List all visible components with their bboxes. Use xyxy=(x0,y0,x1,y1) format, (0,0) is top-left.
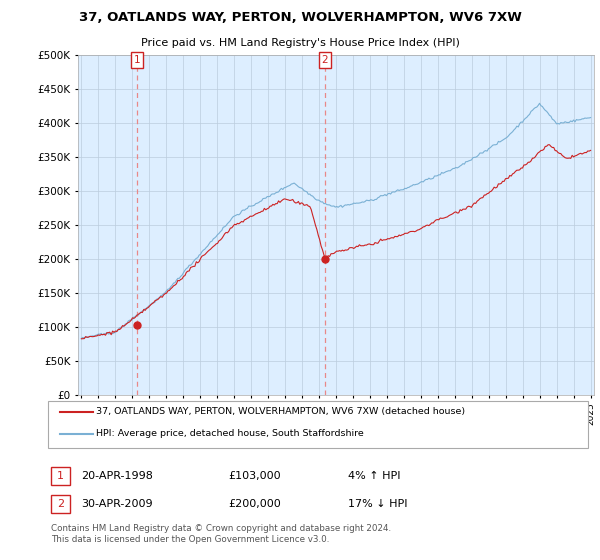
Text: Contains HM Land Registry data © Crown copyright and database right 2024.
This d: Contains HM Land Registry data © Crown c… xyxy=(51,524,391,544)
Text: 30-APR-2009: 30-APR-2009 xyxy=(81,499,152,509)
Text: Price paid vs. HM Land Registry's House Price Index (HPI): Price paid vs. HM Land Registry's House … xyxy=(140,38,460,48)
Text: £103,000: £103,000 xyxy=(228,471,281,481)
Text: 4% ↑ HPI: 4% ↑ HPI xyxy=(348,471,401,481)
Text: 17% ↓ HPI: 17% ↓ HPI xyxy=(348,499,407,509)
Text: 37, OATLANDS WAY, PERTON, WOLVERHAMPTON, WV6 7XW (detached house): 37, OATLANDS WAY, PERTON, WOLVERHAMPTON,… xyxy=(96,407,465,416)
Text: £200,000: £200,000 xyxy=(228,499,281,509)
Text: 2: 2 xyxy=(57,499,64,509)
Text: 20-APR-1998: 20-APR-1998 xyxy=(81,471,153,481)
Text: 2: 2 xyxy=(322,55,328,65)
Text: 1: 1 xyxy=(57,471,64,481)
Text: 37, OATLANDS WAY, PERTON, WOLVERHAMPTON, WV6 7XW: 37, OATLANDS WAY, PERTON, WOLVERHAMPTON,… xyxy=(79,11,521,24)
Text: HPI: Average price, detached house, South Staffordshire: HPI: Average price, detached house, Sout… xyxy=(96,430,364,438)
Text: 1: 1 xyxy=(134,55,141,65)
